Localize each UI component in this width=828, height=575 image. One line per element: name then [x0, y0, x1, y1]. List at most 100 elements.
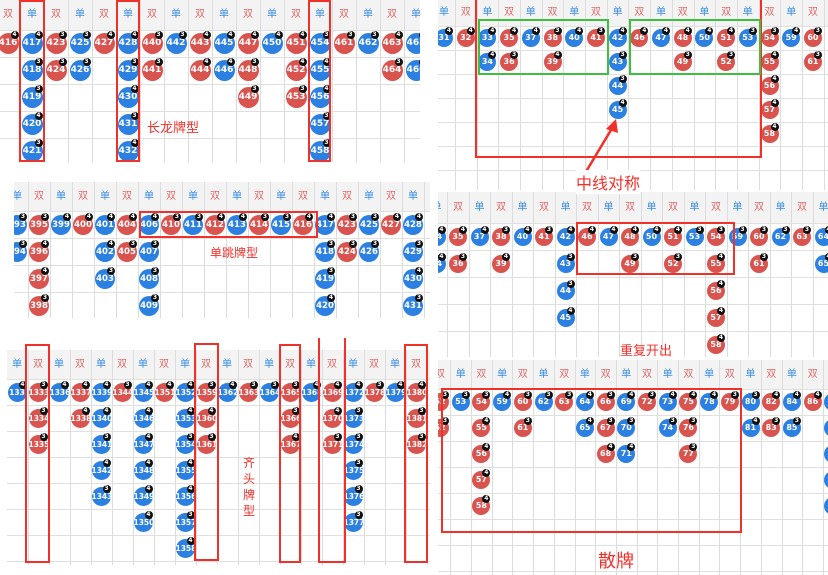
card-count-badge: 3 [627, 417, 636, 425]
column-header: 单 [689, 201, 700, 213]
column-header: 双 [34, 190, 44, 202]
column-divider [698, 360, 700, 575]
ball-number: 442 [166, 38, 186, 48]
ball-number: 79 [724, 397, 736, 406]
card-count-badge: 3 [154, 58, 163, 66]
column-divider [380, 182, 381, 318]
odd-ball[interactable]: 91 [824, 497, 828, 515]
column-header: 单 [27, 9, 37, 20]
ball-number: 43 [612, 57, 624, 66]
column-header: 单 [390, 358, 400, 370]
card-count-badge: 4 [585, 417, 594, 425]
column-header: 双 [539, 201, 549, 213]
odd-ball[interactable]: 90 [824, 471, 828, 489]
ball-number: 1353 [175, 413, 195, 423]
column-header: 双 [33, 358, 43, 370]
card-count-badge: 3 [102, 432, 111, 441]
column-header: 双 [201, 358, 211, 370]
card-count-badge: 4 [717, 279, 725, 288]
ball-number: 1363 [238, 387, 258, 397]
odd-ball[interactable]: 465 [405, 33, 420, 54]
card-count-badge: 4 [393, 212, 401, 221]
card-count-badge: 4 [618, 27, 627, 35]
card-count-badge: 3 [154, 31, 163, 39]
ball-number: 405 [118, 246, 136, 257]
card-count-badge: 4 [144, 458, 153, 467]
ball-number: 61 [517, 423, 529, 432]
column-header: 单 [188, 190, 198, 202]
column-divider [248, 182, 249, 318]
card-count-badge: 4 [63, 212, 71, 221]
column-divider [553, 360, 555, 575]
ball-number: 36 [503, 57, 515, 66]
row-divider [438, 545, 828, 546]
card-count-badge: 4 [674, 225, 682, 234]
column-divider [758, 0, 760, 190]
card-count-badge: 3 [291, 406, 300, 415]
column-header: 单 [775, 201, 786, 213]
card-count-badge: 3 [327, 266, 335, 275]
odd-ball[interactable]: 34 [438, 254, 446, 273]
column-header: 单 [100, 190, 110, 202]
card-count-badge: 4 [239, 212, 247, 221]
column-divider [628, 0, 630, 190]
column-header: 单 [646, 201, 657, 213]
card-count-badge: 3 [207, 380, 216, 389]
column-header: 双 [641, 368, 652, 380]
card-count-badge: 4 [144, 484, 153, 493]
ball-number: 426 [70, 65, 90, 75]
ball-number: 59 [785, 33, 797, 42]
column-divider [519, 0, 521, 190]
card-count-badge: 3 [130, 112, 139, 120]
card-count-badge: 3 [322, 112, 331, 120]
annotation-even-head: 齐头牌型 [243, 456, 256, 518]
card-count-badge: 4 [466, 27, 475, 35]
card-count-badge: 4 [327, 293, 335, 302]
card-count-badge: 4 [144, 432, 153, 441]
card-count-badge: 3 [760, 225, 768, 234]
card-count-badge: 4 [298, 58, 307, 66]
ball-number: 35 [503, 33, 515, 42]
ball-number: 48 [677, 33, 689, 42]
ball-number: 408 [140, 273, 158, 284]
card-count-badge: 4 [824, 225, 828, 234]
column-header: 单 [818, 201, 828, 213]
column-header: 单 [560, 201, 571, 213]
ball-number: 1339 [91, 387, 111, 397]
ball-number: 448 [238, 65, 258, 75]
column-header: 单 [439, 7, 449, 18]
card-count-badge: 3 [195, 212, 203, 221]
card-count-badge: 3 [482, 391, 491, 399]
card-count-badge: 3 [283, 212, 291, 221]
ball-number: 58 [475, 501, 487, 510]
ball-number: 32 [460, 33, 472, 42]
card-count-badge: 3 [123, 380, 132, 389]
column-divider [116, 182, 117, 318]
ball-number: 1352 [175, 387, 195, 397]
column-divider [657, 360, 659, 575]
odd-ball[interactable]: 34 [438, 227, 446, 246]
card-count-badge: 3 [606, 417, 615, 425]
card-count-badge: 4 [207, 406, 216, 415]
row-divider [438, 250, 828, 251]
ball-number: 58 [710, 339, 722, 349]
odd-ball[interactable]: 87 [824, 393, 828, 411]
card-count-badge: 4 [652, 225, 661, 234]
odd-ball[interactable]: 89 [824, 445, 828, 463]
card-count-badge: 4 [165, 380, 174, 389]
column-header: 双 [327, 358, 337, 370]
card-count-badge: 3 [39, 432, 48, 441]
card-count-badge: 3 [58, 31, 67, 39]
odd-ball[interactable]: 466 [405, 60, 420, 81]
column-header: 双 [285, 358, 295, 370]
card-count-badge: 3 [34, 139, 43, 147]
card-count-badge: 4 [609, 225, 618, 234]
card-count-badge: 4 [10, 31, 19, 39]
card-count-badge: 4 [144, 380, 153, 389]
odd-ball[interactable]: 88 [824, 419, 828, 437]
card-count-badge: 4 [717, 306, 725, 315]
column-divider [719, 360, 721, 575]
ball-number: 68 [600, 449, 612, 458]
column-header: 双 [99, 9, 109, 20]
card-count-badge: 4 [298, 31, 307, 39]
